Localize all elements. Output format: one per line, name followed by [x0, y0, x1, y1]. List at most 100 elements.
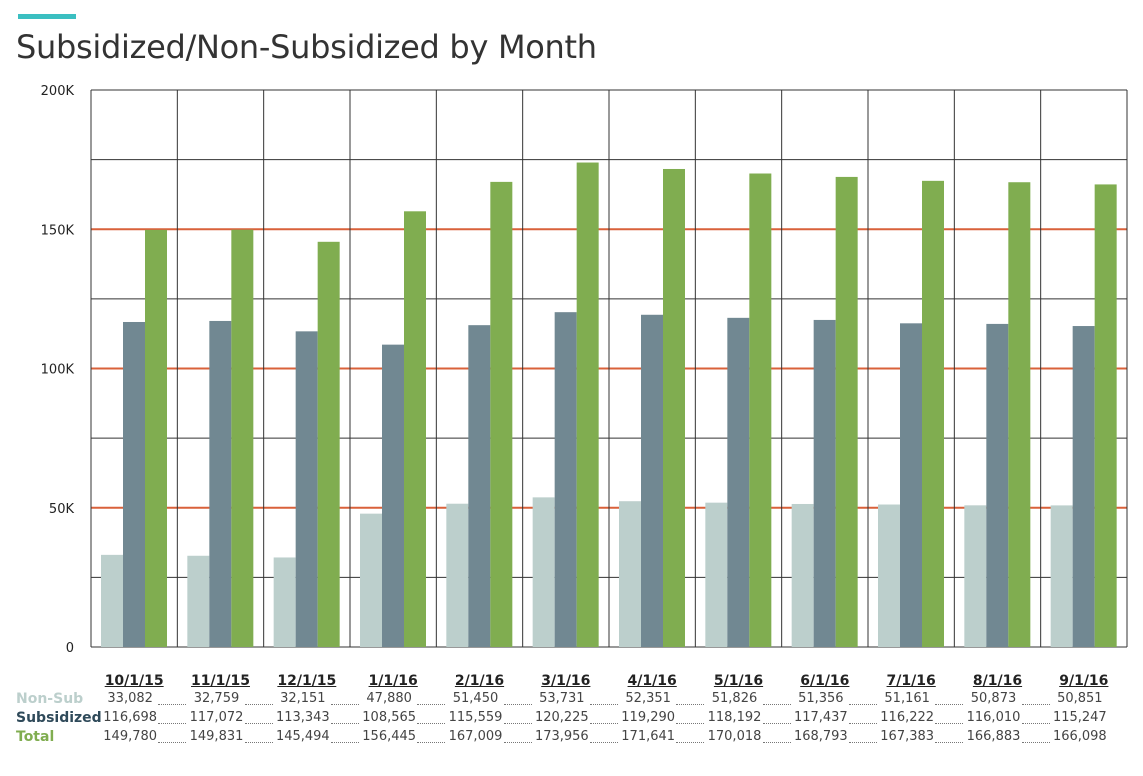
table-cell: 149,780 — [103, 729, 158, 744]
table-cell: 32,151 — [280, 691, 326, 706]
bar-total-2-1-16 — [490, 181, 513, 647]
dotted-leader — [762, 742, 791, 743]
bar-total-5-1-16 — [749, 173, 772, 647]
table-cell: 53,731 — [539, 691, 585, 706]
dotted-leader — [330, 704, 360, 705]
table-cell: 115,247 — [1052, 710, 1107, 725]
bar-non-sub-12-1-15 — [273, 557, 296, 647]
dotted-leader — [417, 742, 446, 743]
table-cell: 166,883 — [966, 729, 1021, 744]
dotted-leader — [1021, 742, 1050, 743]
bar-non-sub-4-1-16 — [619, 501, 641, 647]
y-tick-label: 200K — [41, 84, 75, 99]
column-header: 6/1/16 — [800, 673, 850, 689]
column-header: 11/1/15 — [191, 673, 250, 689]
y-tick-label: 50K — [49, 502, 75, 517]
dotted-leader — [589, 723, 619, 724]
bar-subsidized-2-1-16 — [468, 325, 491, 647]
dotted-leader — [935, 704, 964, 705]
bar-subsidized-10-1-15 — [123, 321, 145, 647]
bar-non-sub-10-1-15 — [101, 554, 123, 647]
table-cell: 117,437 — [793, 710, 848, 725]
table-cell: 115,559 — [448, 710, 503, 725]
bar-subsidized-3-1-16 — [554, 312, 577, 647]
column-header: 4/1/16 — [627, 673, 677, 689]
table-cell: 51,161 — [884, 691, 930, 706]
dotted-leader — [417, 704, 446, 705]
dotted-leader — [848, 723, 878, 724]
table-cell: 118,192 — [707, 710, 762, 725]
table-cell: 167,009 — [448, 729, 503, 744]
dotted-leader — [1021, 704, 1050, 705]
bar-non-sub-1-1-16 — [360, 513, 382, 647]
table-cell: 113,343 — [275, 710, 330, 725]
table-cell: 120,225 — [534, 710, 589, 725]
bar-subsidized-6-1-16 — [813, 319, 836, 647]
bar-total-12-1-15 — [317, 241, 340, 648]
dotted-leader — [244, 704, 273, 705]
table-cell: 145,494 — [275, 729, 330, 744]
dotted-leader — [503, 704, 532, 705]
bar-non-sub-2-1-16 — [446, 503, 469, 647]
column-header: 8/1/16 — [972, 673, 1023, 689]
dotted-leader — [158, 742, 187, 743]
bar-subsidized-5-1-16 — [727, 317, 750, 647]
dotted-leader — [244, 723, 273, 724]
bar-total-8-1-16 — [1008, 182, 1031, 648]
table-cell: 171,641 — [621, 729, 676, 744]
bar-total-10-1-15 — [145, 229, 167, 647]
column-header: 9/1/16 — [1059, 673, 1109, 689]
row-label-non-sub: Non-Sub — [16, 691, 84, 707]
dotted-leader — [589, 704, 619, 705]
dotted-leader — [589, 742, 619, 743]
dotted-leader — [762, 704, 791, 705]
table-cell: 119,290 — [621, 710, 676, 725]
row-label-subsidized: Subsidized — [16, 710, 102, 726]
table-cell: 167,383 — [880, 729, 935, 744]
bar-subsidized-12-1-15 — [295, 331, 318, 647]
table-cell: 116,010 — [966, 710, 1021, 725]
dotted-leader — [676, 704, 705, 705]
table-cell: 117,072 — [189, 710, 244, 725]
bar-total-4-1-16 — [663, 168, 685, 648]
dotted-leader — [848, 742, 878, 743]
title-accent-bar — [18, 14, 76, 19]
y-tick-label: 100K — [41, 363, 75, 378]
table-cell: 33,082 — [107, 691, 153, 706]
table-cell: 108,565 — [362, 710, 417, 725]
bar-subsidized-11-1-15 — [209, 320, 232, 647]
bar-total-3-1-16 — [576, 162, 599, 648]
y-tick-label: 150K — [41, 223, 75, 238]
table-cell: 168,793 — [793, 729, 848, 744]
column-header: 12/1/15 — [277, 673, 337, 689]
bar-non-sub-5-1-16 — [705, 502, 728, 647]
bar-non-sub-9-1-16 — [1050, 505, 1073, 647]
dotted-leader — [158, 704, 187, 705]
y-tick-label: 0 — [66, 641, 74, 656]
column-header: 2/1/16 — [454, 673, 505, 689]
bar-subsidized-9-1-16 — [1072, 326, 1095, 647]
dotted-leader — [417, 723, 446, 724]
bar-subsidized-7-1-16 — [900, 323, 922, 647]
bar-non-sub-11-1-15 — [187, 555, 210, 647]
bar-subsidized-8-1-16 — [986, 323, 1009, 647]
dotted-leader — [503, 723, 532, 724]
table-cell: 52,351 — [625, 691, 671, 706]
dotted-leader — [244, 742, 273, 743]
table-cell: 51,450 — [452, 691, 499, 706]
table-cell: 156,445 — [362, 729, 417, 744]
dotted-leader — [503, 742, 532, 743]
table-cell: 116,698 — [103, 710, 158, 725]
column-header: 5/1/16 — [713, 673, 764, 689]
table-cell: 50,873 — [970, 691, 1017, 706]
chart-title: Subsidized/Non-Subsidized by Month — [16, 28, 597, 66]
table-cell: 170,018 — [707, 729, 762, 744]
bar-total-7-1-16 — [922, 180, 944, 647]
dotted-leader — [158, 723, 187, 724]
dotted-leader — [848, 704, 878, 705]
bar-non-sub-3-1-16 — [532, 497, 555, 647]
bar-subsidized-4-1-16 — [641, 314, 663, 647]
column-header: 1/1/16 — [368, 673, 418, 689]
table-cell: 51,356 — [798, 691, 844, 706]
